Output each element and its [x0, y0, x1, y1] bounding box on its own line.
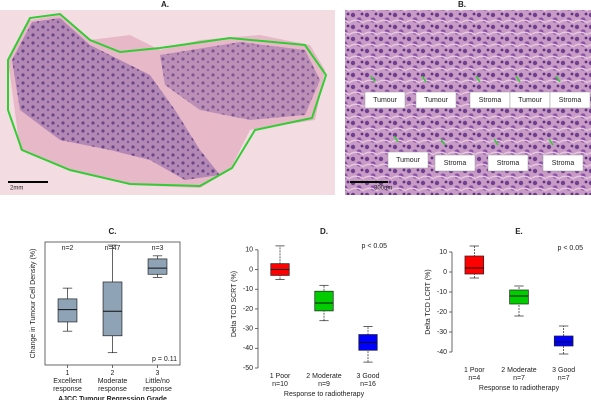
tumour-region: [12, 18, 220, 180]
scale-label: 2mm: [10, 186, 23, 192]
p-value: p < 0.05: [362, 243, 388, 250]
y-axis-label: Delta TCD SCRT (%): [231, 271, 238, 337]
region-label: Tumour: [373, 97, 398, 104]
box: [464, 255, 485, 275]
x-tick-label: 3 Good: [357, 373, 380, 380]
box: [57, 298, 78, 323]
x-tick-label: response: [53, 386, 82, 393]
x-tick-label: n=4: [468, 375, 480, 382]
x-tick-label: 2 Moderate: [306, 373, 342, 380]
x-tick-label: 3 Good: [552, 367, 575, 374]
y-tick-label: -30: [243, 325, 253, 332]
label-box: [364, 91, 406, 109]
arrow: [440, 138, 446, 146]
panel-label: A.: [161, 0, 169, 9]
y-tick-label: -40: [243, 345, 253, 352]
region-label: Stroma: [552, 160, 575, 167]
panel-label: B.: [458, 0, 466, 9]
chart-title: E.: [515, 227, 523, 236]
region-label: Stroma: [497, 160, 520, 167]
x-tick-label: n=16: [360, 381, 376, 388]
p-value: p < 0.05: [558, 245, 584, 252]
box: [102, 281, 123, 337]
y-tick-label: -10: [243, 286, 253, 293]
arrow: [548, 138, 554, 146]
y-tick-label: 0: [443, 269, 447, 276]
charts: C. Change in Tumour Cell Density (%) 1Exce…: [30, 227, 583, 400]
scale-label: 300um: [374, 186, 392, 192]
y-tick-label: -20: [437, 309, 447, 316]
arrow: [393, 135, 399, 143]
x-tick-label: 2 Moderate: [501, 367, 537, 374]
region-label: Stroma: [479, 97, 502, 104]
x-tick-label: Excellent: [53, 378, 81, 385]
y-tick-label: -50: [243, 365, 253, 372]
x-tick-label: 1 Poor: [464, 367, 485, 374]
y-tick-label: 10: [439, 249, 447, 256]
x-tick-label: response: [98, 386, 127, 393]
chart-title: C.: [109, 227, 117, 236]
box: [314, 290, 334, 312]
x-tick-label: n=7: [558, 375, 570, 382]
count-label: n=47: [105, 245, 121, 252]
y-tick-label: -20: [243, 306, 253, 313]
region-label: Tumour: [518, 97, 543, 104]
arrow: [475, 75, 481, 83]
x-tick-label: 1 Poor: [270, 373, 291, 380]
arrow: [555, 75, 561, 83]
tumour-region: [160, 42, 320, 120]
x-tick-label: n=7: [513, 375, 525, 382]
y-tick-label: 0: [249, 266, 253, 273]
region-label: Tumour: [424, 97, 449, 104]
chart-title: D.: [320, 227, 328, 236]
label-box: [542, 154, 584, 172]
x-axis-label: Response to radiotherapy: [479, 385, 560, 392]
count-label: n=3: [152, 245, 164, 252]
x-tick-label: n=9: [318, 381, 330, 388]
x-tick-label: 1: [66, 370, 70, 377]
p-value: p = 0.11: [152, 356, 177, 363]
y-tick-label: -30: [437, 329, 447, 336]
region-label: Stroma: [444, 160, 467, 167]
label-box: [487, 154, 529, 172]
arrow: [493, 138, 499, 146]
arrow: [515, 75, 521, 83]
y-tick-label: -10: [437, 289, 447, 296]
label-box: [415, 91, 457, 109]
x-tick-label: Little/no: [145, 378, 170, 385]
label-box: [387, 151, 429, 169]
y-axis-label: Delta TCD LCRT (%): [425, 269, 432, 334]
x-tick-label: response: [143, 386, 172, 393]
x-axis-label: Response to radiotherapy: [284, 391, 365, 398]
y-tick-label: 10: [245, 247, 253, 254]
arrow: [370, 75, 376, 83]
box: [509, 289, 529, 305]
tumour-outline: [7, 12, 328, 188]
region-label: Stroma: [559, 97, 582, 104]
y-tick-label: -40: [437, 349, 447, 356]
region-labels: Tumour Tumour Stroma Tumour Stroma Tumour Stro…: [364, 75, 591, 172]
box: [147, 258, 168, 275]
box: [553, 335, 574, 347]
x-tick-label: 3: [156, 370, 160, 377]
arrow: [421, 75, 427, 83]
x-axis-label: AJCC Tumour Regression Grade: [58, 396, 167, 400]
x-tick-label: n=10: [272, 381, 288, 388]
x-tick-label: Moderate: [98, 378, 128, 385]
y-axis-label: Change in Tumour Cell Density (%): [30, 249, 37, 359]
count-label: n=2: [62, 245, 74, 252]
region-label: Tumour: [396, 157, 421, 164]
x-tick-label: 2: [111, 370, 115, 377]
label-box: [549, 91, 591, 109]
label-box: [434, 154, 476, 172]
